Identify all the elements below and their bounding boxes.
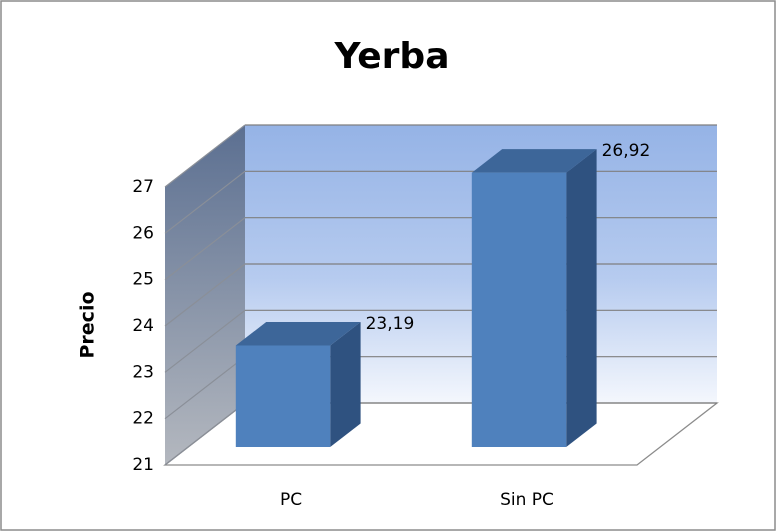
chart-title: Yerba — [334, 36, 450, 77]
grid-line — [164, 263, 246, 327]
x-tick-label: Sin PC — [500, 490, 554, 510]
grid-line — [164, 170, 246, 234]
bar-front — [471, 172, 567, 448]
grid-line — [164, 402, 246, 466]
bar-front — [235, 345, 331, 448]
bar-top — [235, 321, 361, 346]
y-tick-label: 27 — [132, 177, 154, 197]
y-tick-label: 24 — [132, 316, 154, 336]
y-tick-label: 21 — [132, 455, 154, 475]
x-tick-label: PC — [280, 490, 302, 510]
y-tick-label: 26 — [132, 223, 154, 243]
bar-side — [566, 149, 597, 448]
grid-line — [164, 124, 246, 188]
data-label: 23,19 — [366, 314, 415, 334]
grid-line — [164, 356, 246, 420]
data-label: 26,92 — [602, 141, 651, 161]
y-tick-label: 25 — [132, 270, 154, 290]
grid-line — [164, 309, 246, 373]
bar-top — [471, 149, 597, 173]
bar-side — [330, 321, 361, 448]
y-tick-label: 22 — [132, 409, 154, 429]
y-tick-label: 23 — [132, 362, 154, 382]
bar — [471, 149, 597, 448]
y-axis-label: Precio — [77, 291, 99, 358]
bar — [235, 321, 361, 448]
grid-line — [164, 217, 246, 281]
